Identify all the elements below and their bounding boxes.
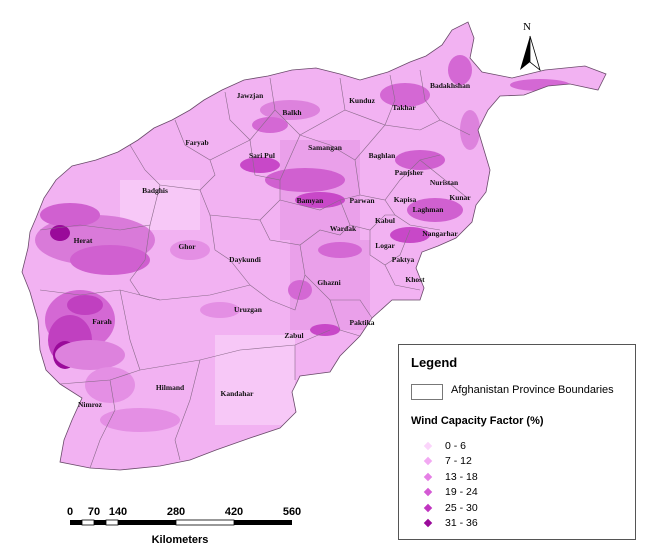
province-label-nimroz: Nimroz [78,400,103,409]
province-label-bamyan: Bamyan [297,196,325,205]
province-label-jawzjan: Jawzjan [237,91,264,100]
province-label-paktika: Paktika [349,318,374,327]
province-label-nangarhar: Nangarhar [422,229,458,238]
province-label-badakhshan: Badakhshan [430,81,471,90]
legend-class-label: 31 - 36 [445,517,478,530]
province-label-baghlan: Baghlan [369,151,397,160]
province-label-khost: Khost [405,275,425,284]
legend-class-label: 25 - 30 [445,501,478,514]
province-label-samangan: Samangan [308,143,343,152]
province-label-logar: Logar [375,241,395,250]
legend-class-row: 0 - 6 [423,438,478,454]
province-label-sari-pul: Sari Pul [249,151,275,160]
province-label-kunar: Kunar [449,193,471,202]
legend-class-row: 31 - 36 [423,516,478,532]
scale-units: Kilometers [151,534,209,546]
province-label-kunduz: Kunduz [349,96,376,105]
province-label-herat: Herat [74,236,93,245]
legend-class-row: 25 - 30 [423,500,478,516]
boundary-swatch [411,384,443,400]
province-label-daykundi: Daykundi [229,255,261,264]
province-label-ghor: Ghor [178,242,196,251]
scale-tick-label: 280 [166,506,186,518]
province-label-kapisa: Kapisa [394,195,417,204]
legend-class-label: 19 - 24 [445,486,478,499]
province-label-parwan: Parwan [350,196,376,205]
province-label-takhar: Takhar [392,103,416,112]
legend-class-row: 19 - 24 [423,485,478,501]
boundary-label: Afghanistan Province Boundaries [451,384,614,396]
province-label-laghman: Laghman [413,205,445,214]
scale-tick-label: 70 [87,506,101,518]
legend-class-label: 13 - 18 [445,470,478,483]
north-label: N [523,21,531,33]
province-label-wardak: Wardak [330,224,357,233]
map-legend: Legend Afghanistan Province Boundaries W… [398,344,636,540]
wind-legend-title: Wind Capacity Factor (%) [411,415,544,427]
legend-swatch [423,488,433,497]
legend-swatch [423,519,433,528]
legend-swatch [423,441,433,450]
province-label-balkh: Balkh [282,108,302,117]
province-label-ghazni: Ghazni [317,278,340,287]
province-label-farah: Farah [92,317,112,326]
province-label-faryab: Faryab [185,138,208,147]
legend-swatch [423,457,433,466]
province-label-panjsher: Panjsher [395,168,424,177]
legend-class-row: 13 - 18 [423,469,478,485]
province-label-paktya: Paktya [392,255,415,264]
province-label-zabul: Zabul [284,331,303,340]
wind-capacity-raster [35,55,570,432]
legend-swatch [423,472,433,481]
province-label-nuristan: Nuristan [430,178,459,187]
province-label-kandahar: Kandahar [221,389,255,398]
legend-swatch [423,503,433,512]
legend-title: Legend [411,355,458,370]
legend-class-label: 7 - 12 [445,455,472,468]
scale-bar-graphic [70,519,292,526]
province-boundaries [21,21,607,471]
scale-bar: 0 70 140 280 420 560 Kilometers [60,506,302,546]
province-label-hilmand: Hilmand [156,383,185,392]
province-labels: Badakhshan Takhar Kunduz Balkh Jawzjan Faryab… [74,81,472,409]
province-label-uruzgan: Uruzgan [234,305,263,314]
scale-tick-label: 420 [224,506,244,518]
legend-class-label: 0 - 6 [445,439,467,452]
north-arrow-icon: N [520,21,541,72]
province-label-kabul: Kabul [375,216,395,225]
province-label-badghis: Badghis [142,186,168,195]
scale-tick-label: 140 [108,506,128,518]
legend-class-row: 7 - 12 [423,454,478,470]
scale-tick-label: 0 [66,506,74,518]
scale-tick-label: 560 [282,506,302,518]
legend-classes: 0 - 6 7 - 12 13 - 18 19 - 24 25 - 30 31 - 36 [423,438,478,532]
